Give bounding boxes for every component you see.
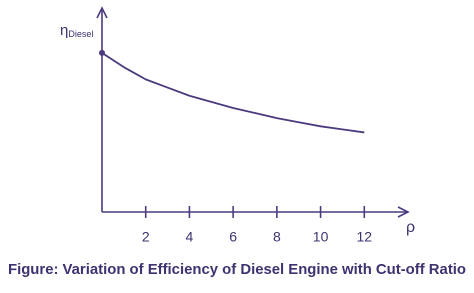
x-tick-label: 8 [273,229,281,245]
x-axis-label: ρ [406,219,415,236]
x-tick-label: 6 [229,229,237,245]
y-label-subscript: Diesel [68,29,93,39]
x-tick-label: 12 [356,229,372,245]
y-axis-label: ηDiesel [60,22,93,39]
x-tick-label: 10 [313,229,329,245]
y-axis-arrow [96,6,108,19]
start-point [99,49,105,56]
y-label-symbol: η [60,22,68,39]
chart-caption: Figure: Variation of Efficiency of Diese… [8,261,466,278]
x-tick-label: 4 [186,229,194,245]
x-axis-arrow [397,206,410,218]
efficiency-curve [101,52,365,134]
x-tick-label: 2 [142,229,150,245]
